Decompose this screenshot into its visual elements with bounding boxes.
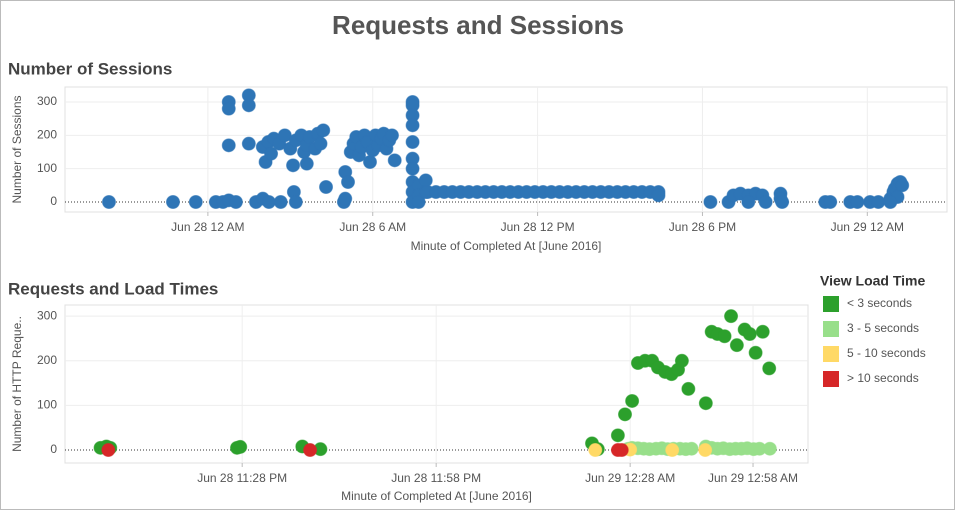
point [188, 195, 203, 209]
point [411, 195, 426, 209]
point [299, 156, 314, 171]
y-tick-label: 200 [37, 128, 57, 142]
y-tick-label: 0 [50, 194, 57, 208]
point [724, 309, 739, 324]
point [741, 195, 756, 209]
x-axis-label: Minute of Completed At [June 2016] [411, 239, 602, 253]
point [338, 191, 353, 206]
legend-label: 3 - 5 seconds [847, 321, 919, 335]
point [303, 443, 318, 458]
point [850, 195, 865, 209]
x-tick-label: Jun 29 12:58 AM [708, 471, 798, 485]
point [101, 443, 116, 458]
point [674, 353, 689, 368]
point [418, 173, 433, 188]
point [758, 195, 773, 209]
point [717, 329, 732, 344]
point [101, 195, 116, 209]
point [165, 195, 180, 209]
point [762, 441, 777, 456]
point [775, 195, 790, 209]
legend-swatch [823, 321, 839, 337]
legend-label: < 3 seconds [847, 296, 912, 310]
legend-label: > 10 seconds [847, 371, 919, 385]
x-tick-label: Jun 28 12 AM [171, 220, 244, 234]
point [319, 180, 334, 194]
legend-swatch [823, 296, 839, 312]
point [871, 195, 886, 209]
x-tick-label: Jun 28 11:28 PM [197, 471, 287, 485]
point [313, 136, 328, 151]
point [233, 439, 248, 454]
point [823, 195, 838, 209]
legend-label: 5 - 10 seconds [847, 346, 926, 360]
y-tick-label: 0 [50, 442, 57, 456]
point [681, 381, 696, 396]
point [625, 393, 640, 408]
point [384, 128, 399, 143]
legend-swatch [823, 346, 839, 362]
y-tick-label: 300 [37, 94, 57, 108]
y-tick-label: 100 [37, 161, 57, 175]
point [288, 195, 303, 209]
point [405, 118, 420, 133]
point [617, 407, 632, 422]
point [895, 178, 910, 193]
y-tick-label: 200 [37, 353, 57, 367]
x-tick-label: Jun 29 12:28 AM [585, 471, 675, 485]
point [261, 195, 276, 209]
point [264, 146, 279, 161]
point [665, 443, 680, 458]
point [241, 136, 256, 151]
x-tick-label: Jun 28 6 AM [339, 220, 406, 234]
legend-title: View Load Time [820, 273, 926, 289]
point [762, 361, 777, 376]
point [316, 123, 331, 138]
dashboard-title: Requests and Sessions [332, 10, 624, 40]
y-tick-label: 300 [37, 308, 57, 322]
x-tick-label: Jun 28 12 PM [501, 220, 575, 234]
point [703, 195, 718, 209]
y-tick-label: 100 [37, 398, 57, 412]
y-axis-label: Number of HTTP Reque.. [10, 316, 24, 452]
point [286, 158, 301, 173]
point [228, 195, 243, 209]
point [588, 443, 603, 458]
point [241, 98, 256, 113]
point [748, 345, 763, 360]
point [684, 441, 699, 456]
x-tick-label: Jun 28 6 PM [669, 220, 736, 234]
point [698, 443, 713, 458]
point [651, 188, 666, 203]
point [698, 396, 713, 411]
x-tick-label: Jun 28 11:58 PM [391, 471, 481, 485]
chart-title: Number of Sessions [8, 59, 172, 78]
point [405, 135, 420, 149]
point [387, 153, 402, 168]
point [755, 324, 770, 339]
point [341, 175, 356, 189]
point [221, 101, 236, 116]
point [610, 428, 625, 443]
point [614, 443, 629, 458]
legend-swatch [823, 371, 839, 387]
x-axis-label: Minute of Completed At [June 2016] [341, 489, 532, 503]
point [729, 338, 744, 353]
y-axis-label: Number of Sessions [10, 95, 24, 203]
chart-title: Requests and Load Times [8, 279, 218, 298]
x-tick-label: Jun 29 12 AM [831, 220, 904, 234]
point [362, 155, 377, 169]
point [883, 195, 898, 209]
point [742, 327, 757, 342]
point [405, 161, 420, 176]
point [273, 195, 288, 209]
point [221, 138, 236, 153]
